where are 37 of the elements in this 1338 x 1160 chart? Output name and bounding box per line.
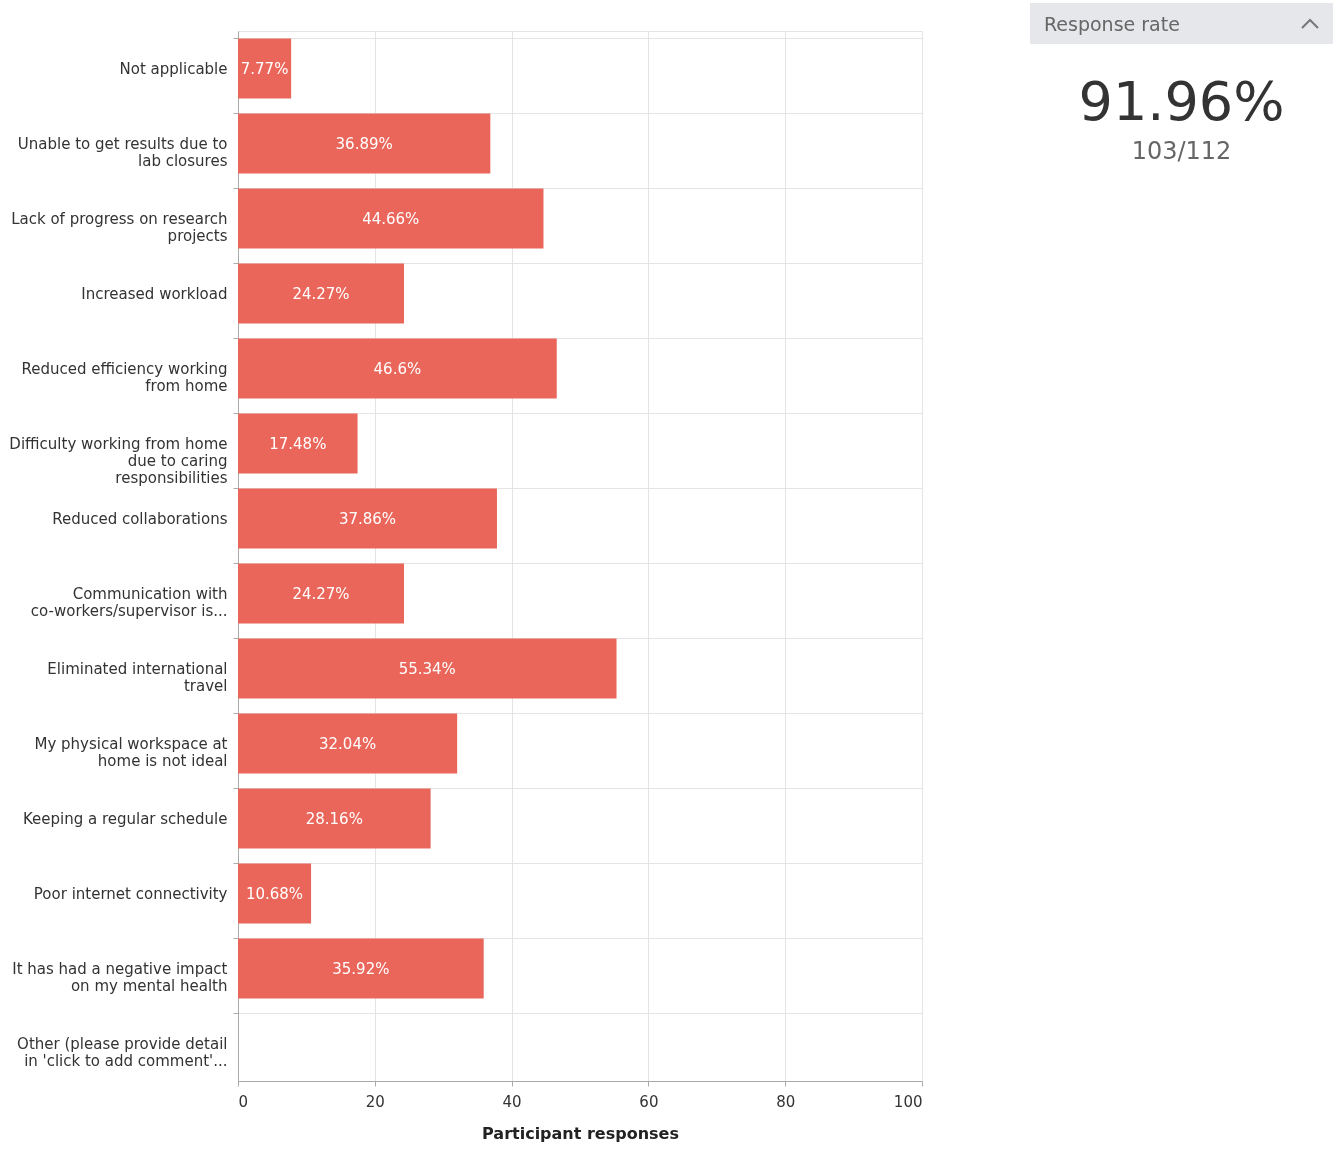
data-label: 55.34% (398, 659, 456, 678)
y-tick-label: Keeping a regular schedule (22, 809, 228, 828)
y-tick-label: My physical workspace at home is not ideal (34, 734, 228, 770)
y-tick-label: It has had a negative impact on my mental health (12, 959, 228, 995)
y-tick-label: Not applicable (119, 59, 228, 78)
y-tick-label: Increased workload (81, 284, 228, 303)
y-tick-label: Reduced efficiency working from home (21, 359, 228, 395)
y-tick-label: Reduced collaborations (52, 509, 228, 528)
x-axis-title: Participant responses (482, 1123, 679, 1143)
text: 91.96% (1077, 70, 1286, 133)
data-label: 44.66% (362, 209, 420, 228)
text: 103/112 (1130, 137, 1233, 165)
x-tick-label: 40 (502, 1092, 522, 1111)
y-tick-label: Unable to get results due to lab closures (17, 134, 228, 170)
data-label: 32.04% (318, 734, 377, 753)
data-label: 37.86% (338, 509, 397, 528)
x-tick-label: 80 (776, 1092, 796, 1111)
data-label: 24.27% (292, 584, 350, 603)
x-tick-label: 0 (238, 1092, 249, 1111)
y-tick-label: Eliminated international travel (47, 659, 228, 695)
text: Response rate (1044, 12, 1180, 35)
x-tick-label: 100 (893, 1092, 923, 1111)
data-label: 7.77% (240, 59, 289, 78)
data-label: 36.89% (335, 134, 393, 153)
x-tick-label: 20 (365, 1092, 385, 1111)
data-label: 35.92% (332, 959, 390, 978)
data-label: 10.68% (245, 884, 304, 903)
data-label: 24.27% (292, 284, 350, 303)
data-label: 17.48% (269, 434, 327, 453)
y-tick-label: Communication with co-workers/supervisor is... (30, 584, 228, 620)
y-tick-label: Lack of progress on research projects (11, 209, 228, 245)
data-label: 28.16% (305, 809, 363, 828)
y-tick-label: Poor internet connectivity (33, 884, 228, 903)
y-tick-label: Other (please provide detail in 'click to add comment'... (17, 1034, 228, 1070)
y-tick-label: Difficulty working from home due to caring responsibilities (9, 434, 228, 487)
x-tick-label: 60 (639, 1092, 659, 1111)
data-label: 46.6% (373, 359, 422, 378)
